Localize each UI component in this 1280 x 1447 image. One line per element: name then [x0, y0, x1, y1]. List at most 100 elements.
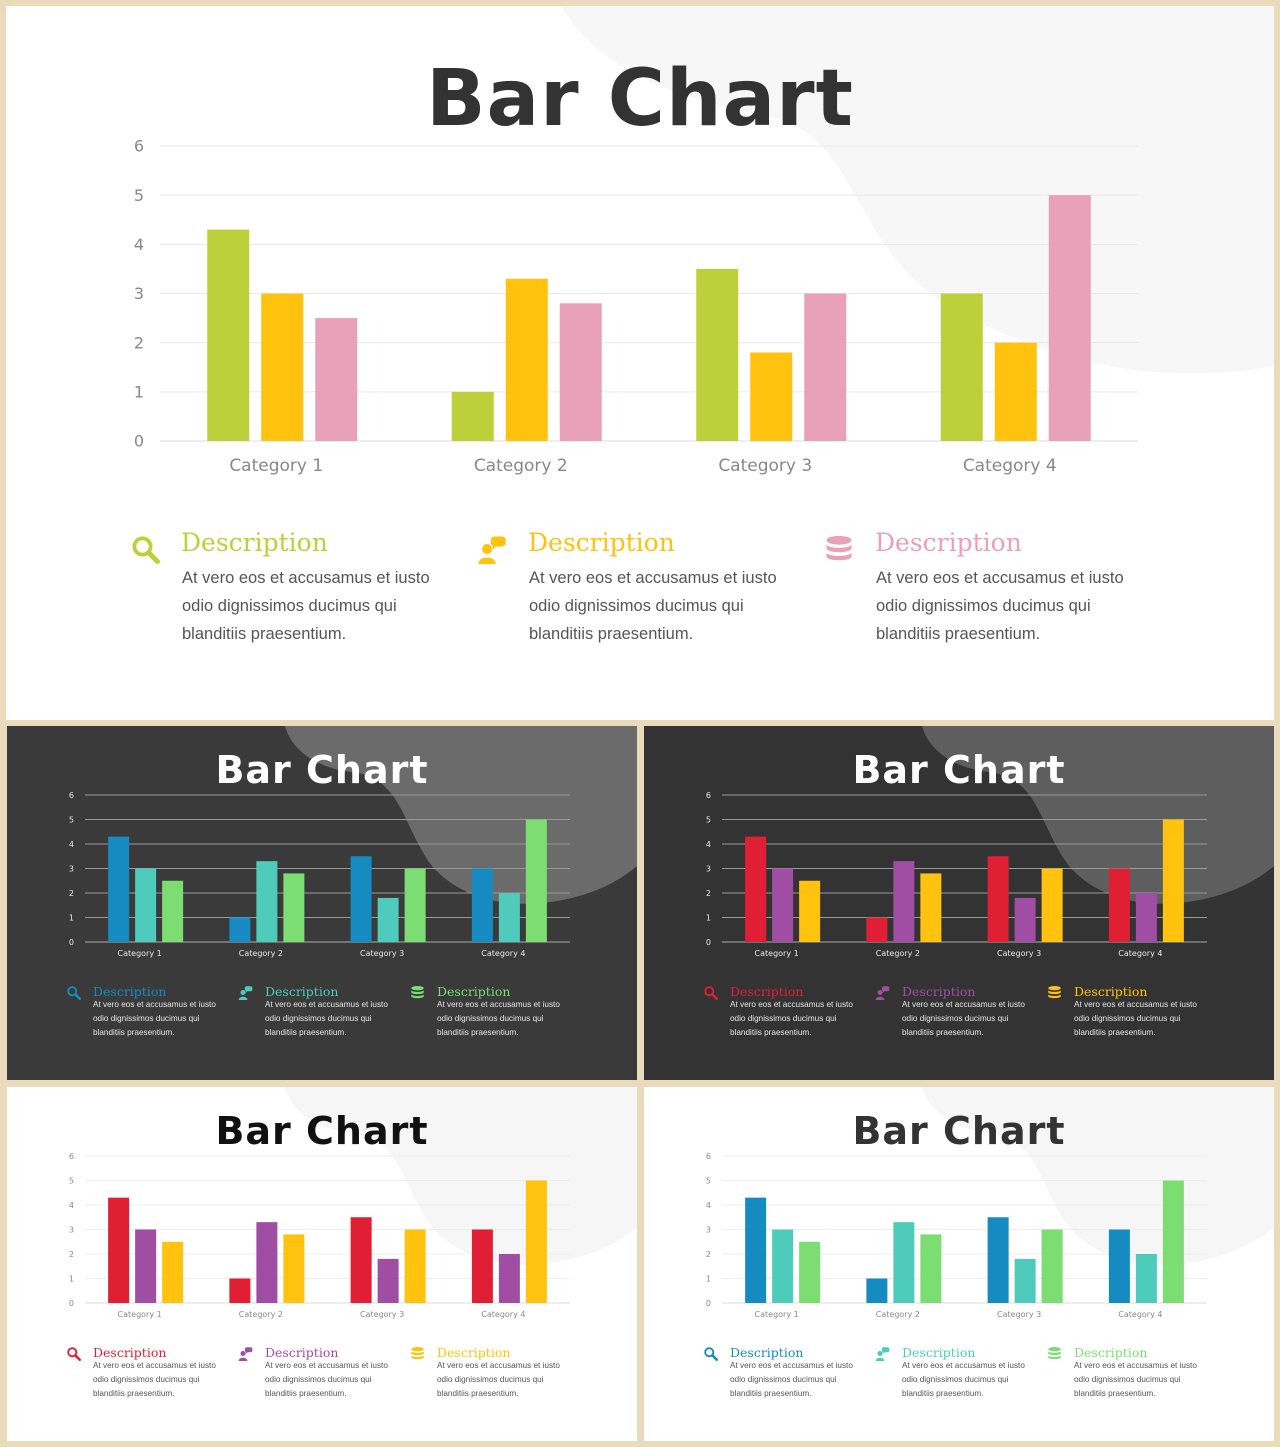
x-tick-label: Category 4	[1118, 949, 1162, 958]
user-chat-icon	[875, 1346, 890, 1366]
x-tick-label: Category 1	[755, 1310, 799, 1319]
description-text: At vero eos et accusamus et iusto odio di…	[182, 564, 482, 648]
bar-chart: 0 1 2 3 4 5 6 Category 1 Category 2 Category 3 Cat…	[69, 791, 570, 958]
bar-chart: 0 1 2 3 4 5 6 Category 1 Category 2 Category 3 Cat…	[706, 1152, 1207, 1319]
bar	[1014, 897, 1036, 942]
bar-chart: 0 1 2 3 4 5 6 Category 1 Category 2 Category 3 Cat…	[706, 791, 1207, 958]
description-text: At vero eos et accusamus et iusto odio di…	[529, 564, 829, 648]
y-tick-label: 1	[69, 913, 74, 922]
bar	[1041, 1229, 1063, 1303]
bar	[525, 1180, 547, 1303]
description-line: blanditiis praesentium.	[876, 625, 1041, 643]
bar	[866, 917, 888, 942]
y-tick-label: 1	[706, 1274, 711, 1283]
description-heading: Description	[437, 1345, 511, 1360]
description-line: odio dignissimos ducimus qui	[1074, 1014, 1181, 1023]
y-tick-label: 0	[69, 1299, 74, 1308]
description-text: At vero eos et accusamus et iusto odio di…	[1074, 998, 1224, 1040]
bar	[377, 897, 399, 942]
bar	[498, 1254, 520, 1303]
search-icon	[66, 985, 81, 1005]
description-line: At vero eos et accusamus et iusto	[529, 569, 777, 587]
x-tick-label: Category 2	[876, 949, 920, 958]
description-heading: Description	[730, 1345, 804, 1360]
bar	[498, 893, 520, 942]
bar	[804, 293, 847, 441]
y-tick-label: 4	[69, 840, 74, 849]
description-line: blanditiis praesentium.	[902, 1389, 984, 1398]
slide-title: Bar Chart	[852, 1109, 1066, 1153]
bar	[261, 293, 304, 441]
user-chat-icon	[238, 985, 253, 1005]
slide-title: Bar Chart	[852, 748, 1066, 792]
slide-title: Bar Chart	[215, 1109, 429, 1153]
description-line: blanditiis praesentium.	[437, 1389, 519, 1398]
y-tick-label: 2	[706, 889, 711, 898]
database-icon	[1047, 985, 1062, 1005]
x-tick-label: Category 2	[474, 456, 568, 476]
description-line: blanditiis praesentium.	[1074, 1389, 1156, 1398]
bar	[256, 1222, 278, 1303]
bar	[404, 1229, 426, 1303]
description-line: odio dignissimos ducimus qui	[876, 597, 1091, 615]
bar	[525, 819, 547, 942]
slide-1: Bar Chart 0 1 2 3 4 5 6 Category 1 Category 2 Cat…	[6, 6, 1274, 720]
bar	[451, 391, 494, 441]
description-line: odio dignissimos ducimus qui	[265, 1375, 372, 1384]
x-tick-label: Category 3	[718, 456, 812, 476]
database-icon	[410, 985, 425, 1005]
x-tick-label: Category 1	[118, 949, 162, 958]
description-heading: Description	[265, 984, 339, 999]
bar	[108, 836, 130, 942]
description-text: At vero eos et accusamus et iusto odio di…	[902, 998, 1052, 1040]
y-tick-label: 0	[706, 938, 711, 947]
y-tick-label: 6	[134, 137, 144, 156]
description-heading: Description	[181, 528, 328, 557]
bar	[1014, 1258, 1036, 1303]
y-tick-label: 6	[706, 791, 711, 800]
description-line: odio dignissimos ducimus qui	[730, 1014, 837, 1023]
y-tick-label: 2	[134, 333, 144, 352]
description-text: At vero eos et accusamus et iusto odio di…	[265, 1359, 415, 1401]
x-tick-label: Category 3	[997, 1310, 1041, 1319]
bar	[893, 1222, 915, 1303]
x-tick-label: Category 2	[239, 1310, 283, 1319]
bar	[696, 268, 739, 441]
bar	[162, 880, 184, 942]
bar	[799, 1241, 821, 1303]
description-text: At vero eos et accusamus et iusto odio di…	[265, 998, 415, 1040]
description-line: blanditiis praesentium.	[902, 1028, 984, 1037]
y-tick-label: 1	[134, 382, 144, 401]
bar	[799, 880, 821, 942]
bar	[229, 917, 251, 942]
bar	[920, 873, 942, 942]
description-line: blanditiis praesentium.	[93, 1389, 175, 1398]
y-tick-label: 2	[706, 1250, 711, 1259]
description-heading: Description	[437, 984, 511, 999]
description-line: blanditiis praesentium.	[730, 1389, 812, 1398]
description-heading: Description	[265, 1345, 339, 1360]
description-line: blanditiis praesentium.	[437, 1028, 519, 1037]
x-tick-label: Category 3	[997, 949, 1041, 958]
description-line: odio dignissimos ducimus qui	[93, 1375, 200, 1384]
description-line: odio dignissimos ducimus qui	[93, 1014, 200, 1023]
description-line: At vero eos et accusamus et iusto	[902, 1000, 1025, 1009]
description-text: At vero eos et accusamus et iusto odio di…	[93, 1359, 243, 1401]
description-text: At vero eos et accusamus et iusto odio di…	[876, 564, 1176, 648]
search-icon	[703, 1346, 718, 1366]
bar	[1108, 868, 1130, 942]
bar	[283, 873, 305, 942]
user-chat-icon	[875, 985, 890, 1005]
y-tick-label: 5	[69, 815, 74, 824]
bar	[135, 868, 157, 942]
description-line: At vero eos et accusamus et iusto	[730, 1361, 853, 1370]
description-line: At vero eos et accusamus et iusto	[730, 1000, 853, 1009]
description-text: At vero eos et accusamus et iusto odio di…	[730, 1359, 880, 1401]
bar	[866, 1278, 888, 1303]
description-line: blanditiis praesentium.	[730, 1028, 812, 1037]
background-blob	[561, 6, 1274, 374]
description-line: blanditiis praesentium.	[93, 1028, 175, 1037]
x-tick-label: Category 1	[118, 1310, 162, 1319]
x-tick-label: Category 2	[239, 949, 283, 958]
description-heading: Description	[93, 984, 167, 999]
